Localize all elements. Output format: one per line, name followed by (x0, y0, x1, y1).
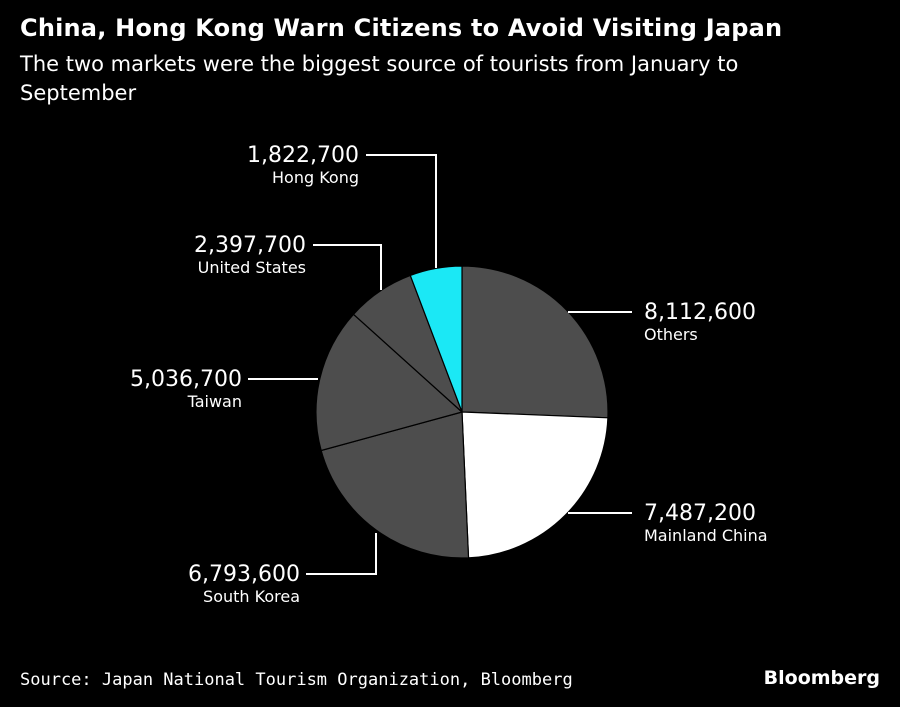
pie-slice-taiwan (315, 313, 464, 452)
source-note: Source: Japan National Tourism Organizat… (20, 670, 573, 690)
leader-line-hong-kong (366, 154, 437, 268)
category-label-hong-kong: Hong Kong (272, 168, 359, 187)
category-label-mainland-china: Mainland China (644, 526, 768, 545)
pie-slice-hong-kong (409, 265, 463, 413)
category-label-south-korea: South Korea (203, 587, 300, 606)
leader-lines (248, 154, 632, 575)
value-label-united-states: 2,397,700 (194, 233, 306, 258)
pie-slice-others (461, 265, 609, 419)
value-label-mainland-china: 7,487,200 (644, 501, 756, 526)
category-label-taiwan: Taiwan (187, 392, 242, 411)
value-label-hong-kong: 1,822,700 (247, 143, 359, 168)
category-label-united-states: United States (198, 258, 306, 277)
value-label-south-korea: 6,793,600 (188, 562, 300, 587)
category-label-others: Others (644, 325, 698, 344)
value-label-others: 8,112,600 (644, 300, 756, 325)
chart-title: China, Hong Kong Warn Citizens to Avoid … (20, 14, 783, 42)
bloomberg-logo: Bloomberg (763, 667, 880, 689)
leader-line-south-korea (306, 533, 377, 575)
value-label-taiwan: 5,036,700 (130, 367, 242, 392)
pie-slice-mainland-china (461, 411, 609, 559)
leader-line-united-states (313, 244, 382, 290)
pie-slice-south-korea (320, 411, 470, 559)
chart-subtitle: The two markets were the biggest source … (20, 52, 739, 105)
pie-slices (315, 265, 609, 559)
